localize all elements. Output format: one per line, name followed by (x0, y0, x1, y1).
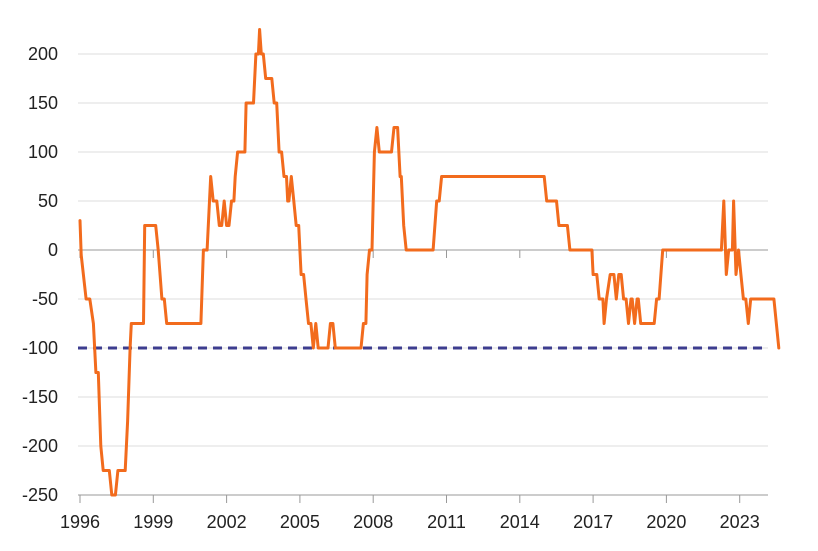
x-tick-label: 2017 (573, 512, 613, 532)
y-tick-label: -50 (32, 289, 58, 309)
series-group (78, 28, 781, 497)
x-tick-label: 1996 (60, 512, 100, 532)
y-tick-label: -250 (22, 485, 58, 505)
x-tick-label: 1999 (133, 512, 173, 532)
x-tick-label: 2005 (280, 512, 320, 532)
y-tick-label: 150 (28, 93, 58, 113)
grid-lines (78, 53, 768, 496)
x-tick-label: 2023 (720, 512, 760, 532)
y-tick-label: 0 (48, 240, 58, 260)
x-tick-label: 2014 (500, 512, 540, 532)
x-tick-label: 2020 (646, 512, 686, 532)
x-tick-label: 2002 (207, 512, 247, 532)
y-tick-label: 100 (28, 142, 58, 162)
y-axis-labels: 200 150 100 50 0 -50 -100 -150 -200 -250 (22, 44, 58, 505)
y-tick-label: -100 (22, 338, 58, 358)
x-tick-label: 2011 (427, 512, 466, 532)
y-tick-label: -150 (22, 387, 58, 407)
series-line-0 (78, 28, 781, 497)
y-tick-label: 50 (38, 191, 58, 211)
y-tick-label: 200 (28, 44, 58, 64)
x-tick-label: 2008 (353, 512, 393, 532)
y-tick-label: -200 (22, 436, 58, 456)
x-axis-labels: 1996 1999 2002 2005 2008 2011 2014 2017 2020 2023 (60, 512, 760, 532)
x-axis (78, 249, 768, 503)
